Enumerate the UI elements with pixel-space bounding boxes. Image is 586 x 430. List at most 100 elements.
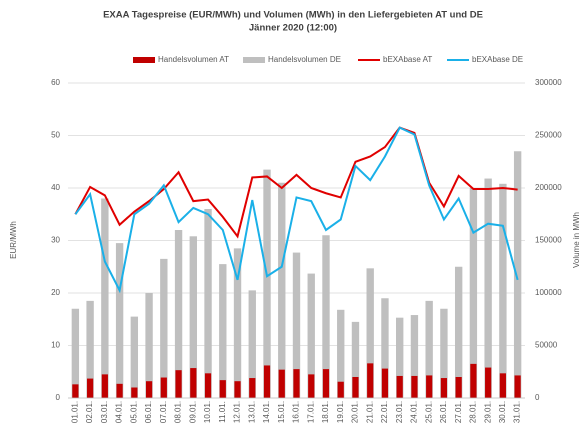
legend-swatch [133, 57, 155, 63]
y-tick-label: 10 [51, 341, 60, 350]
bar [411, 375, 418, 398]
bar [130, 316, 139, 398]
x-tick-label: 15.01. [277, 401, 286, 423]
bar [234, 381, 241, 398]
bar [131, 387, 138, 398]
x-tick-label: 06.01. [144, 401, 153, 423]
x-tick-label: 08.01. [174, 401, 183, 423]
x-tick-label: 29.01. [483, 401, 492, 423]
legend-swatch [243, 57, 265, 63]
bar [337, 381, 344, 398]
bar [513, 151, 522, 398]
x-tick-label: 16.01. [292, 401, 301, 423]
bar [219, 380, 226, 398]
bar [189, 236, 197, 398]
bar [101, 198, 109, 398]
bar [484, 178, 492, 398]
bar [175, 370, 182, 398]
y2-axis-label: Volume in MWh [572, 212, 581, 268]
bar [322, 235, 330, 398]
legend-label: bEXAbase AT [383, 55, 432, 64]
bar [499, 373, 506, 398]
x-tick-label: 07.01. [159, 401, 168, 423]
bar [249, 378, 256, 398]
bar [396, 375, 403, 398]
bar [308, 374, 315, 398]
bar [72, 384, 79, 398]
chart-title: EXAA Tagespreise (EUR/MWh) und Volumen (… [103, 10, 483, 21]
x-tick-label: 03.01. [100, 401, 109, 423]
y-axis-label: EUR/MWh [9, 221, 18, 259]
bar [278, 369, 285, 398]
bar [160, 258, 168, 398]
bar [469, 188, 478, 398]
y-tick-label: 60 [51, 78, 60, 87]
x-tick-label: 27.01. [454, 401, 463, 423]
bar [233, 248, 242, 398]
bar [337, 309, 345, 398]
bar [440, 378, 448, 398]
bar [293, 369, 300, 398]
bar [116, 383, 123, 398]
x-tick-label: 09.01. [188, 401, 197, 423]
bar [381, 368, 389, 398]
legend-label: Handelsvolumen DE [268, 55, 341, 64]
bar [396, 317, 404, 398]
legend-label: Handelsvolumen AT [158, 55, 229, 64]
bar [322, 369, 330, 398]
bar [204, 209, 212, 398]
x-tick-label: 25.01. [424, 401, 433, 423]
bar [160, 377, 167, 398]
y2-tick-label: 150000 [535, 236, 562, 245]
bar [307, 273, 315, 398]
bar [455, 377, 462, 398]
x-tick-label: 24.01. [410, 401, 419, 423]
y2-tick-label: 0 [535, 393, 540, 402]
x-tick-label: 20.01. [351, 401, 360, 423]
x-tick-label: 04.01. [115, 401, 124, 423]
bar [410, 315, 419, 398]
bar [514, 375, 521, 398]
x-tick-label: 13.01. [247, 401, 256, 423]
y-tick-label: 40 [51, 183, 60, 192]
x-tick-label: 19.01. [336, 401, 345, 423]
bar [426, 375, 433, 398]
bar [440, 308, 448, 398]
bar [190, 368, 197, 398]
x-tick-label: 31.01. [513, 401, 522, 423]
x-tick-label: 17.01. [306, 401, 315, 423]
bar [470, 363, 477, 398]
bar [101, 374, 108, 398]
bar [71, 308, 80, 398]
bar [115, 243, 124, 398]
bar [278, 182, 286, 398]
bar [366, 268, 374, 398]
bar [351, 321, 360, 398]
bar [425, 300, 433, 398]
legend-label: bEXAbase DE [472, 55, 523, 64]
bar [454, 266, 463, 398]
y-tick-label: 30 [51, 236, 60, 245]
bar [219, 264, 227, 398]
x-tick-label: 12.01. [233, 401, 242, 423]
y2-tick-label: 250000 [535, 131, 562, 140]
x-tick-label: 23.01. [395, 401, 404, 423]
bar [381, 298, 389, 398]
x-tick-label: 22.01. [380, 401, 389, 423]
x-tick-label: 28.01. [469, 401, 478, 423]
x-tick-label: 21.01. [365, 401, 374, 423]
x-tick-label: 01.01. [70, 401, 79, 423]
chart-title: Jänner 2020 (12:00) [249, 23, 337, 34]
y2-tick-label: 100000 [535, 288, 562, 297]
x-tick-label: 10.01. [203, 401, 212, 423]
bar [145, 293, 153, 398]
x-tick-label: 11.01. [218, 401, 227, 423]
bar [352, 377, 359, 398]
x-tick-label: 05.01. [129, 401, 138, 423]
x-tick-label: 02.01. [85, 401, 94, 423]
bar [248, 290, 256, 398]
bar [263, 169, 271, 398]
x-tick-label: 26.01. [439, 401, 448, 423]
bar [204, 373, 212, 398]
